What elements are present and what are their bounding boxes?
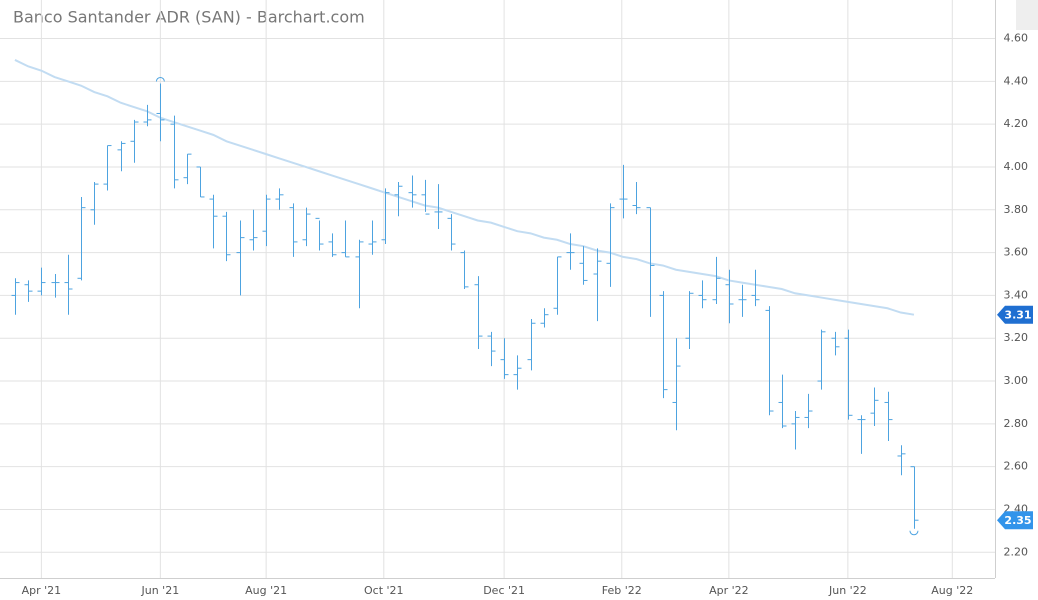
trend-badge-shape (997, 305, 1033, 324)
y-tick-label: 4.40 (1004, 74, 1029, 87)
x-tick-label: Jun '22 (828, 584, 867, 597)
y-tick-label: 4.60 (1004, 32, 1029, 45)
x-tick-label: Jun '21 (141, 584, 180, 597)
x-tick-label: Oct '21 (364, 584, 404, 597)
y-tick-label: 3.20 (1004, 331, 1029, 344)
y-tick-label: 4.20 (1004, 117, 1029, 130)
y-tick-label: 2.60 (1004, 460, 1029, 473)
low-marker (909, 530, 919, 536)
y-tick-label: 4.00 (1004, 160, 1029, 173)
x-tick-label: Feb '22 (602, 584, 642, 597)
x-tick-label: Apr '21 (22, 584, 62, 597)
x-tick-label: Apr '22 (709, 584, 749, 597)
panel-corner (1016, 0, 1038, 30)
high-marker (155, 76, 165, 82)
trend-badge: 3.31 (1004, 309, 1031, 322)
y-tick-label: 3.00 (1004, 374, 1029, 387)
y-tick-label: 3.60 (1004, 246, 1029, 259)
close-badge-shape (997, 511, 1033, 530)
y-tick-label: 2.80 (1004, 417, 1029, 430)
chart-title: Banco Santander ADR (SAN) - Barchart.com (13, 8, 365, 27)
close-badge: 2.35 (1004, 514, 1031, 527)
x-tick-label: Aug '21 (245, 584, 287, 597)
x-tick-label: Dec '21 (483, 584, 525, 597)
trend-line (14, 59, 915, 316)
y-tick-label: 2.20 (1004, 545, 1029, 558)
y-tick-label: 3.40 (1004, 288, 1029, 301)
x-tick-label: Aug '22 (931, 584, 973, 597)
y-tick-label: 3.80 (1004, 203, 1029, 216)
